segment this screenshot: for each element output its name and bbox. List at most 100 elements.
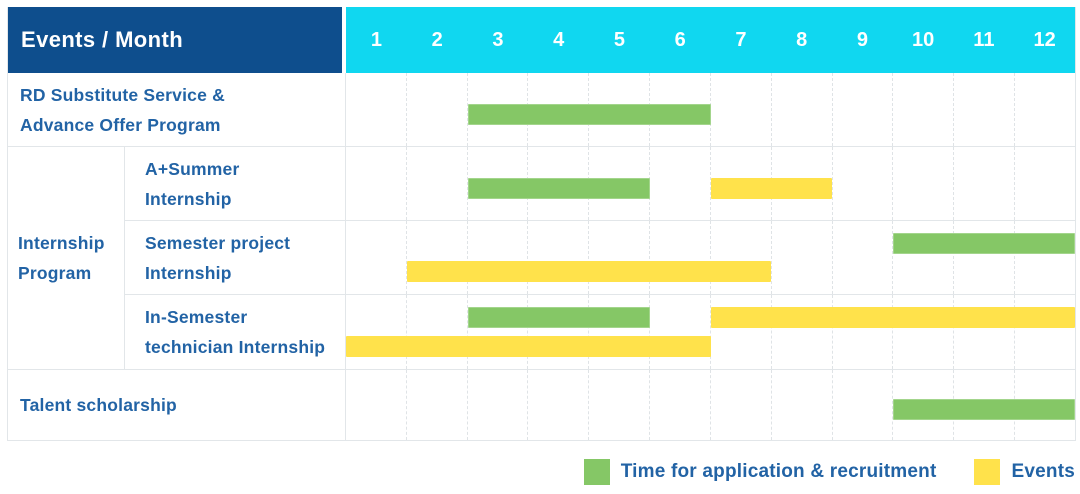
gantt-bar-application [892,233,1075,254]
corner-header-cell: Events / Month [8,7,342,73]
month-label: 9 [856,28,868,51]
month-gridline-column [770,295,832,369]
month-gridline-column [1014,73,1075,146]
month-gridline-column [466,147,528,220]
month-gridline-column [466,73,528,146]
row-label-cell: A+Summer Internship [125,147,346,221]
month-gridline-column [346,73,406,146]
group-label-cell: Internship Program [8,147,125,370]
month-gridline-column [1014,147,1075,220]
legend-label-events: Events [1011,461,1075,482]
gantt-bar-event [710,177,832,199]
month-gridline-column [709,147,771,220]
row-label-line: A+Summer [145,158,240,179]
month-gridline-column [649,221,710,294]
month-label: 10 [912,28,935,51]
row-label-line: technician Internship [145,337,326,357]
month-gridline-column [527,295,588,369]
row-label-line: RD Substitute Service & [20,84,225,105]
month-gridline-column [831,370,893,440]
row-track [346,221,1075,295]
month-label: 2 [431,28,443,51]
month-gridline-column [770,221,832,294]
month-gridline-column [346,221,406,294]
month-gridline-column [831,295,893,369]
month-gridline-column [346,295,406,369]
month-gridline-column [466,221,528,294]
legend-item-events: Events [974,459,1075,485]
month-gridline-column [770,370,832,440]
month-gridline-column [953,73,1014,146]
month-gridline-column [649,147,710,220]
row-label-cell: Semester project Internship [125,221,346,295]
month-gridline-column [527,221,588,294]
month-header-row: 1 2 3 4 5 6 7 8 9 10 11 12 [346,7,1075,73]
month-gridline-column [831,147,893,220]
month-label: 7 [735,28,747,51]
month-gridline-column [892,73,953,146]
month-gridline-column [953,295,1014,369]
month-gridline-column [1014,221,1075,294]
group-label-line: Internship [18,233,105,253]
gantt-bar-application [892,398,1075,420]
month-gridline-column [831,221,893,294]
gantt-bar-application [467,103,711,125]
month-gridline-column [892,221,953,294]
month-gridline-column [588,221,649,294]
legend-label-application: Time for application & recruitment [620,461,937,482]
month-gridline-column [953,147,1014,220]
month-gridline-column [405,147,467,220]
month-gridline-column [588,370,649,440]
month-gridline-column [346,370,406,440]
month-gridline-column [892,147,953,220]
month-gridline-column [405,73,467,146]
row-track [346,147,1075,221]
row-label-line: Semester project [145,232,291,253]
month-gridline-column [405,295,467,369]
month-label: 4 [553,28,565,51]
month-gridline-column [405,221,467,294]
month-label: 6 [674,28,686,51]
legend-swatch-application-icon [583,459,610,485]
month-label: 8 [796,28,808,51]
month-gridline-column [831,73,893,146]
gantt-table: Events / Month 1 2 3 4 5 6 7 8 9 10 11 12 Internshi… [7,7,1076,441]
month-gridline-column [709,221,771,294]
month-gridline-column [405,370,467,440]
gantt-bar-application [467,307,650,328]
month-gridline-column [709,370,771,440]
month-gridline-column [466,370,528,440]
month-gridline-column [892,295,953,369]
month-label: 3 [492,28,504,51]
row-track [346,370,1075,440]
month-label: 11 [973,28,995,51]
row-label-cell: In-Semester technician Internship [125,295,346,370]
month-gridline-column [709,73,771,146]
row-label-line: Internship [145,188,232,209]
row-label-line: Talent scholarship [20,395,177,415]
month-gridlines [346,295,1075,369]
month-gridlines [346,73,1075,146]
month-gridline-column [466,295,528,369]
row-track [346,73,1075,147]
row-label-line: In-Semester [145,307,248,327]
legend-item-application: Time for application & recruitment [583,459,937,485]
month-gridline-column [1014,295,1075,369]
month-gridline-column [953,221,1014,294]
gantt-bar-event [710,307,1075,328]
row-label-cell: Talent scholarship [8,370,346,440]
row-track [346,295,1075,370]
month-label: 12 [1033,28,1056,51]
month-gridline-column [709,295,771,369]
month-gridline-column [649,370,710,440]
row-label-line: Internship [145,262,232,283]
row-label-line: Advance Offer Program [20,114,221,135]
gantt-bar-application [467,177,650,199]
month-gridline-column [346,147,406,220]
month-gridline-column [588,295,649,369]
corner-header-label: Events / Month [21,27,184,52]
legend: Time for application & recruitment Event… [583,455,1075,489]
gantt-bar-event [406,261,772,282]
month-gridlines [346,221,1075,294]
